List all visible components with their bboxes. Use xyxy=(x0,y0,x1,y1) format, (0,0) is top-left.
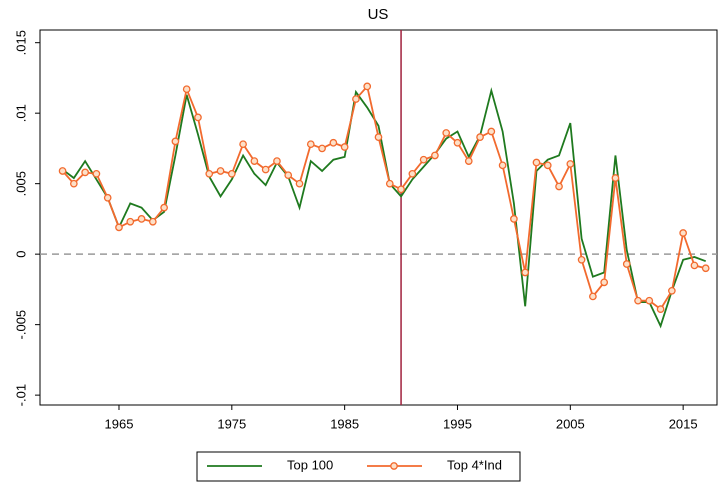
series-line xyxy=(61,84,706,311)
point xyxy=(408,169,417,178)
point xyxy=(148,217,157,226)
point xyxy=(566,160,575,168)
point xyxy=(374,133,383,141)
point xyxy=(205,169,214,178)
point xyxy=(261,165,270,174)
point xyxy=(622,260,631,268)
y-tick-label: .015 xyxy=(13,30,28,55)
legend-marker xyxy=(390,462,398,470)
point xyxy=(171,137,180,146)
point xyxy=(577,255,586,264)
point xyxy=(81,168,89,177)
point xyxy=(600,278,609,287)
x-tick-label: 1995 xyxy=(443,416,472,431)
point xyxy=(668,286,676,295)
y-tick-label: -.005 xyxy=(13,310,28,340)
legend-label: Top 100 xyxy=(287,457,333,472)
point xyxy=(160,203,168,212)
point xyxy=(58,167,67,175)
point xyxy=(115,223,123,232)
point xyxy=(137,215,146,223)
point xyxy=(318,144,326,153)
point xyxy=(464,157,473,165)
point xyxy=(284,171,293,180)
point xyxy=(340,143,349,151)
y-tick-label: .01 xyxy=(13,104,28,122)
point xyxy=(453,138,462,147)
point xyxy=(363,82,372,91)
point xyxy=(442,129,451,137)
point xyxy=(521,268,530,277)
point xyxy=(385,179,394,188)
point xyxy=(690,261,699,270)
point xyxy=(250,157,259,165)
point xyxy=(498,161,507,170)
point xyxy=(589,292,597,301)
point xyxy=(701,264,710,273)
point xyxy=(194,113,202,122)
point xyxy=(227,169,236,178)
point xyxy=(216,167,225,175)
point xyxy=(352,95,360,103)
y-tick-label: -.01 xyxy=(13,384,28,406)
plot-frame xyxy=(39,29,718,406)
point xyxy=(431,151,439,160)
point xyxy=(306,140,315,149)
point xyxy=(679,229,688,237)
x-tick-label: 2015 xyxy=(669,416,698,431)
point xyxy=(92,169,101,178)
y-tick-label: .005 xyxy=(13,171,28,196)
legend-label: Top 4*Ind xyxy=(447,457,502,472)
y-tick-label: 0 xyxy=(13,251,28,258)
point xyxy=(555,182,563,191)
point xyxy=(295,179,304,188)
x-tick-label: 2005 xyxy=(556,416,585,431)
point xyxy=(487,127,496,136)
x-tick-label: 1975 xyxy=(217,416,246,431)
point xyxy=(273,157,281,165)
x-tick-label: 1965 xyxy=(105,416,134,431)
point xyxy=(239,140,247,149)
point xyxy=(397,185,405,194)
point xyxy=(532,158,541,167)
point xyxy=(543,161,552,170)
series-line xyxy=(62,87,707,329)
point xyxy=(126,217,135,226)
point xyxy=(611,174,620,182)
point xyxy=(70,179,78,188)
point xyxy=(645,296,654,305)
point xyxy=(419,155,428,164)
point xyxy=(510,215,518,223)
point xyxy=(656,305,665,313)
point xyxy=(634,296,642,305)
point xyxy=(182,85,191,94)
point xyxy=(329,138,338,147)
x-tick-label: 1985 xyxy=(330,416,359,431)
point xyxy=(103,193,112,202)
chart-title: US xyxy=(368,6,389,23)
point xyxy=(476,133,484,141)
